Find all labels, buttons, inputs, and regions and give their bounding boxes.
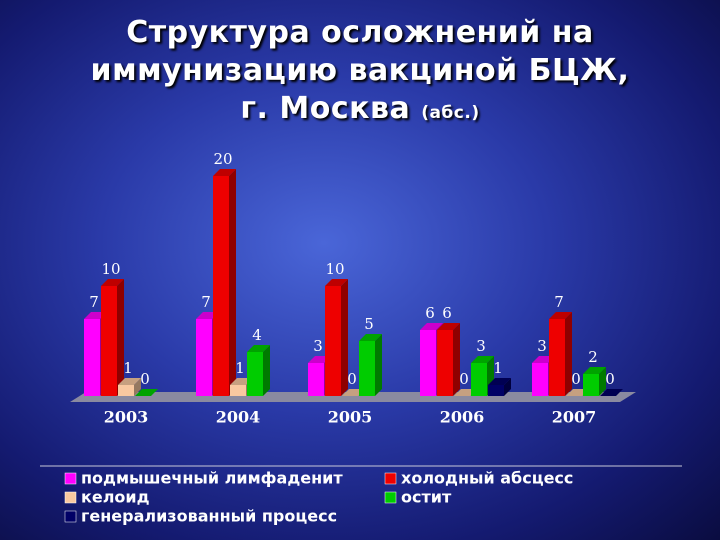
bar-top [437,323,460,330]
bar-top [471,356,494,363]
bar-top [600,389,623,396]
x-tick-label: 2003 [104,408,149,427]
bar-side [504,378,511,396]
bar [437,330,453,396]
value-label: 6 [442,304,452,322]
x-tick-label: 2006 [440,408,485,427]
value-label: 7 [89,293,99,311]
value-label: 3 [476,337,486,355]
legend-label: генерализованный процесс [81,507,337,526]
bar-top [583,367,606,374]
value-label: 7 [554,293,564,311]
bar-side [263,345,270,396]
value-label: 3 [537,337,547,355]
bar-side [117,279,124,396]
bar-top [247,345,270,352]
bar-side [341,279,348,396]
legend-label: подмышечный лимфаденит [81,469,343,488]
value-label: 0 [605,370,615,388]
legend-label: келоид [81,488,150,507]
bar-top [488,378,511,385]
bar [359,341,375,396]
value-label: 1 [493,359,503,377]
bar-top [213,169,236,176]
value-label: 10 [101,260,120,278]
value-label: 5 [364,315,374,333]
bar-top [101,279,124,286]
bar [308,363,324,396]
bar [213,176,229,396]
value-label: 4 [252,326,262,344]
value-label: 0 [140,370,150,388]
bar [471,363,487,396]
legend-swatch [64,472,77,485]
legend-label: остит [401,488,452,507]
bar-top [118,378,141,385]
legend-label: холодный абсцесс [401,469,573,488]
value-label: 1 [235,359,245,377]
bar [101,286,117,396]
value-label: 6 [425,304,435,322]
x-tick-label: 2004 [216,408,261,427]
unit: (абс.) [421,103,480,123]
value-label: 0 [347,370,357,388]
x-tick-label: 2007 [552,408,597,427]
bar-top [549,312,572,319]
title-text: Структура осложнений на иммунизацию вакц… [90,15,630,126]
legend-swatch [64,510,77,523]
bar-side [565,312,572,396]
value-label: 0 [459,370,469,388]
value-label: 1 [123,359,133,377]
bar [247,352,263,396]
value-label: 2 [588,348,598,366]
value-label: 3 [313,337,323,355]
x-tick-label: 2005 [328,408,373,427]
value-label: 20 [213,150,232,168]
bar [196,319,212,396]
value-label: 10 [325,260,344,278]
bar [532,363,548,396]
bar [420,330,436,396]
bar [118,385,134,396]
bar [84,319,100,396]
legend-swatch [384,491,397,504]
bar-top [135,389,158,396]
bar-side [134,378,141,396]
bar-top [359,334,382,341]
legend-swatch [384,472,397,485]
bar [325,286,341,396]
bar [230,385,246,396]
bar-side [453,323,460,396]
bar [583,374,599,396]
bar-side [229,169,236,396]
bar-side [599,367,606,396]
value-label: 7 [201,293,211,311]
value-label: 0 [571,370,581,388]
chart-title: Структура осложнений на иммунизацию вакц… [80,14,640,132]
bar-side [375,334,382,396]
bar [488,385,504,396]
legend-swatch [64,491,77,504]
bar-top [420,323,443,330]
bar [549,319,565,396]
bar-top [325,279,348,286]
